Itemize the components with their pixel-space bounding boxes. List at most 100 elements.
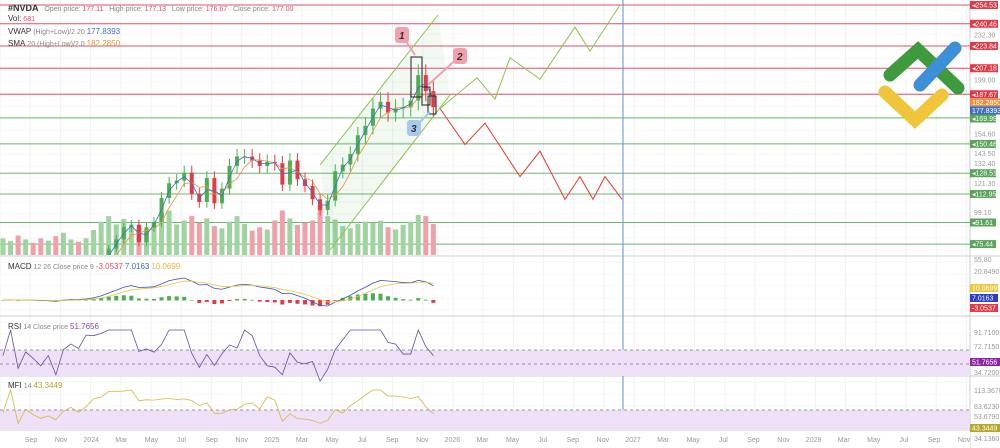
- time-tick: Mar: [838, 437, 851, 444]
- volume-bar: [211, 226, 217, 255]
- rsi-tick: 34.7200: [974, 370, 999, 377]
- candle: [54, 286, 58, 290]
- sma-params: 20 (High+Low)/2 0: [27, 41, 85, 48]
- candle: [24, 282, 28, 286]
- symbol-label: #NVDA: [8, 3, 39, 13]
- annotation-label-2: 2: [456, 52, 463, 63]
- mfi-name: MFI: [8, 381, 22, 390]
- volume-bar: [242, 223, 248, 255]
- price-badge-label: ◂207.18: [972, 66, 997, 73]
- volume-bar: [408, 221, 414, 255]
- time-tick: 2028: [806, 437, 822, 444]
- candle: [84, 279, 88, 282]
- indicator-badge: [970, 106, 1000, 115]
- volume-bar: [302, 222, 308, 255]
- mfi-badge: [970, 424, 1000, 432]
- highlight-box-1: [410, 56, 423, 98]
- time-tick: Nov: [416, 437, 429, 444]
- macd-value-3: 10.0699: [151, 262, 181, 271]
- macd-name: MACD: [8, 262, 32, 271]
- volume-bar: [128, 227, 134, 255]
- macd-line: [2, 277, 434, 307]
- volume-bar: [38, 238, 44, 255]
- time-tick: Sep: [205, 437, 218, 444]
- macd-histogram-bar: [280, 300, 285, 305]
- time-tick: Jul: [177, 437, 186, 444]
- volume-bar: [385, 227, 391, 255]
- price-badge-label: ◂169.99: [972, 116, 997, 123]
- macd-histogram-bar: [310, 300, 315, 306]
- macd-histogram-bar: [265, 300, 270, 302]
- annotation-badge: [395, 27, 409, 43]
- volume-bar: [196, 222, 202, 255]
- macd-legend[interactable]: MACD 12 26 Close price 9 -3.0537 7.0163 …: [8, 262, 180, 271]
- macd-histogram-bar: [121, 295, 126, 301]
- vwap-value: 177.8393: [86, 27, 121, 36]
- volume-bar: [249, 230, 255, 255]
- macd-histogram-bar: [227, 300, 232, 302]
- volume-bar: [83, 238, 89, 255]
- volume-bar: [219, 228, 225, 255]
- volume-bar: [91, 230, 97, 255]
- price-tick: 154.60: [974, 132, 996, 139]
- macd-value-1: -3.0537: [95, 262, 123, 271]
- volume-bar: [98, 221, 104, 255]
- volume-bar: [272, 220, 278, 255]
- volume-bar: [287, 218, 293, 255]
- volume-bar: [227, 221, 232, 255]
- macd-tick: 20.8490: [974, 269, 999, 276]
- macd-histogram-bar: [355, 294, 360, 301]
- time-tick: May: [867, 437, 881, 444]
- volume-bar: [45, 240, 51, 255]
- candle: [242, 156, 247, 158]
- time-tick: 2025: [264, 437, 280, 444]
- vwap-line: [108, 82, 434, 255]
- price-tick: 143.50: [974, 151, 996, 158]
- candle: [61, 281, 65, 290]
- time-tick: May: [325, 437, 339, 444]
- price-legend: #NVDA Open price: 177.11 High price: 177…: [8, 3, 293, 13]
- time-tick: 2027: [625, 437, 641, 444]
- rsi-badge: [970, 358, 1000, 366]
- mfi-value: 43.3449: [33, 381, 63, 390]
- vol-label: Vol:: [8, 14, 22, 23]
- mfi-tick: 53.6790: [974, 414, 999, 421]
- volume-bar: [400, 225, 406, 255]
- macd-histogram-bar: [408, 299, 413, 301]
- volume-bar: [310, 220, 316, 255]
- annotation-badge: [407, 120, 421, 136]
- highlight-box-3: [427, 95, 437, 115]
- trend-channel-fill: [320, 15, 450, 250]
- annotation-badge: [453, 48, 467, 64]
- signal-line: [2, 280, 434, 303]
- macd-badge-label: -3.0537: [972, 306, 996, 313]
- macd-histogram-bar: [393, 297, 398, 301]
- logo-stroke: [883, 41, 965, 95]
- close-label: Close price:: [233, 6, 271, 13]
- volume-bar: [370, 222, 376, 255]
- macd-histogram-bar: [106, 296, 111, 301]
- rsi-legend[interactable]: RSI 14 Close price 51.7656: [8, 322, 99, 331]
- volume-bar: [423, 216, 429, 255]
- candle: [92, 271, 96, 279]
- sma-legend[interactable]: SMA 20 (High+Low)/2 0 182.2850: [8, 39, 120, 48]
- price-tick: 55.80: [974, 257, 992, 264]
- volume-bar: [378, 220, 383, 255]
- candle: [16, 282, 20, 286]
- macd-histogram-bar: [114, 295, 119, 301]
- volume-bar: [166, 210, 172, 255]
- candle: [1, 283, 5, 284]
- mfi-legend[interactable]: MFI 14 43.3449: [8, 381, 62, 390]
- rsi-params: 14 Close price: [23, 324, 69, 331]
- time-tick: Jul: [719, 437, 728, 444]
- macd-histogram-bar: [423, 299, 428, 301]
- rsi-tick: 91.7100: [974, 330, 999, 337]
- vwap-legend[interactable]: VWAP (High+Low)/2 20 177.8393: [8, 27, 120, 36]
- volume-bar: [362, 221, 368, 255]
- volume-bar: [257, 227, 263, 255]
- macd-histogram-bar: [99, 297, 104, 301]
- volume-bar: [415, 215, 421, 255]
- price-badge: [970, 169, 996, 178]
